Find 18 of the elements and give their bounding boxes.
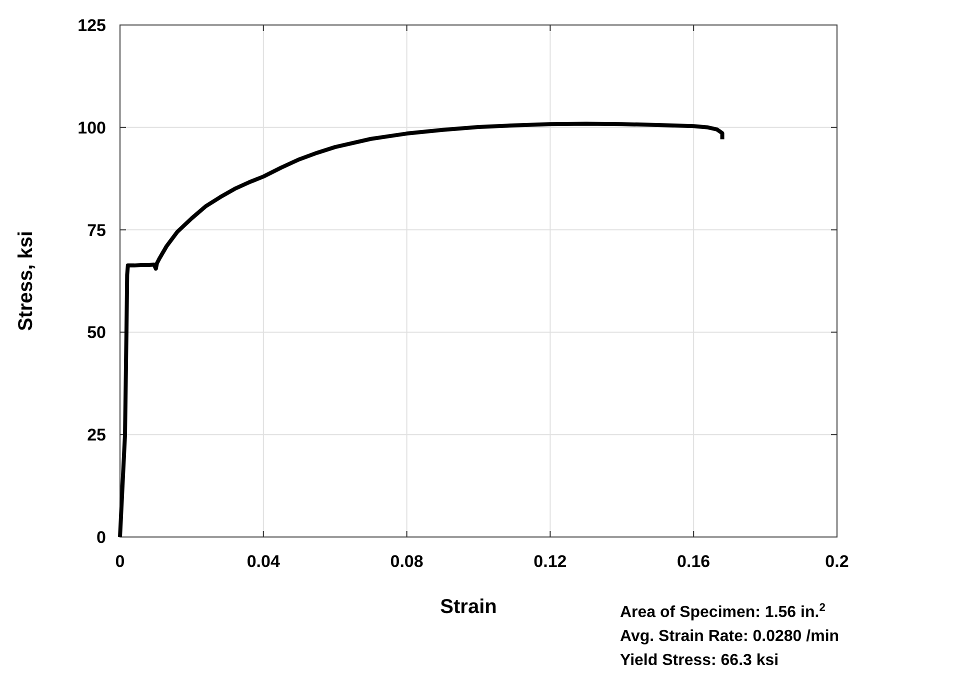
y-tick-label: 125 bbox=[78, 16, 106, 35]
line-series bbox=[118, 122, 724, 539]
y-axis-title: Stress, ksi bbox=[15, 230, 37, 332]
x-tick-label: 0.2 bbox=[825, 552, 849, 571]
y-tick-label: 25 bbox=[87, 426, 106, 445]
y-tick-label: 75 bbox=[87, 220, 106, 240]
y-tick-label: 100 bbox=[78, 118, 106, 138]
x-tick-label: 0.12 bbox=[534, 552, 567, 571]
text: Area of Specimen: 1.56 in.$^{2}$ bbox=[620, 602, 826, 621]
y-tick-label: 0 bbox=[96, 528, 106, 547]
x-tick-label: 0 bbox=[115, 552, 125, 571]
x-tick-label: 0.16 bbox=[677, 552, 710, 571]
text: Yield Stress: 66.3 ksi bbox=[620, 652, 779, 669]
x-tick-label: 0.04 bbox=[246, 552, 280, 571]
y-tick-label: 50 bbox=[87, 323, 106, 342]
text: Avg. Strain Rate: 0.0280 /min bbox=[620, 628, 840, 645]
x-axis-title: Strain bbox=[440, 596, 497, 618]
x-tick-label: 0.08 bbox=[390, 552, 424, 571]
